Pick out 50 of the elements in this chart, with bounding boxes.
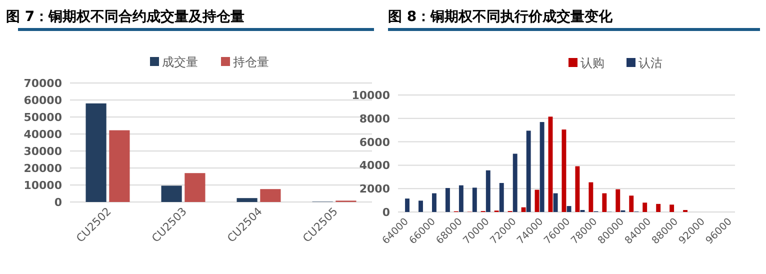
bar: [161, 186, 182, 202]
y-tick-label: 0: [54, 196, 62, 209]
legend-label: 认购: [580, 56, 604, 70]
y-tick-label: 2000: [359, 182, 390, 196]
bar: [486, 170, 490, 212]
y-tick-label: 60000: [24, 94, 62, 107]
bar: [616, 189, 620, 212]
bar: [86, 103, 106, 202]
y-tick-label: 40000: [24, 128, 62, 141]
bar: [512, 154, 518, 212]
legend-label: 认沽: [638, 56, 662, 70]
bar: [588, 182, 594, 212]
y-tick-label: 20000: [24, 162, 62, 175]
legend-label: 成交量: [162, 55, 198, 69]
bar: [109, 130, 130, 202]
bar: [432, 193, 436, 212]
y-tick-label: 50000: [24, 111, 62, 124]
bar: [445, 188, 450, 212]
bar: [602, 193, 607, 212]
y-tick-label: 10000: [24, 179, 62, 192]
bar: [553, 193, 558, 212]
bar: [548, 116, 553, 212]
bar: [260, 189, 281, 202]
bar: [562, 130, 566, 212]
bar: [499, 182, 504, 212]
y-tick-label: 10000: [352, 89, 390, 102]
bar: [642, 202, 648, 212]
chart-title: 图 8：铜期权不同执行价成交量变化: [388, 8, 614, 25]
y-tick-label: 30000: [24, 145, 62, 158]
bar: [670, 204, 674, 212]
bar: [405, 198, 410, 212]
bar: [418, 200, 423, 212]
bar: [472, 188, 477, 212]
bar: [526, 130, 531, 212]
bar: [575, 166, 580, 212]
bar: [540, 122, 544, 212]
y-tick-label: 4000: [359, 159, 390, 172]
bar: [236, 198, 258, 202]
y-tick-label: 8000: [359, 112, 390, 126]
bar: [629, 196, 634, 212]
y-tick-label: 6000: [359, 136, 390, 149]
legend-label: 持仓量: [233, 55, 269, 69]
bar: [566, 206, 572, 212]
bar: [521, 207, 526, 212]
bar: [656, 204, 661, 212]
bar: [184, 173, 206, 202]
y-tick-label: 70000: [24, 77, 62, 90]
chart-title: 图 7：铜期权不同合约成交量及持仓量: [6, 8, 245, 25]
y-tick-label: 0: [382, 206, 390, 219]
bar: [458, 185, 464, 212]
